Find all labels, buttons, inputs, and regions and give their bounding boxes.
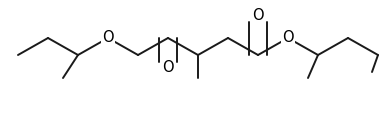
Text: O: O xyxy=(162,61,174,76)
Text: O: O xyxy=(282,30,294,46)
Text: O: O xyxy=(252,8,264,23)
Text: O: O xyxy=(102,30,114,46)
